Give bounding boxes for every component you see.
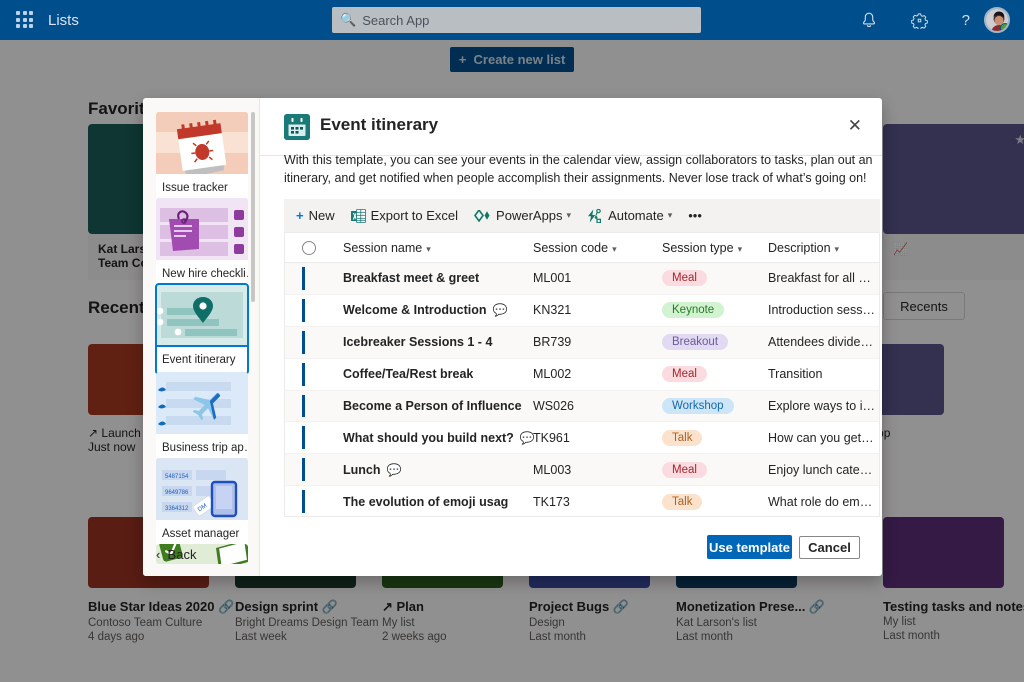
svg-text:3364312: 3364312 [165,506,189,512]
svg-text:5487154: 5487154 [165,474,189,480]
svg-text:9649786: 9649786 [165,490,189,496]
